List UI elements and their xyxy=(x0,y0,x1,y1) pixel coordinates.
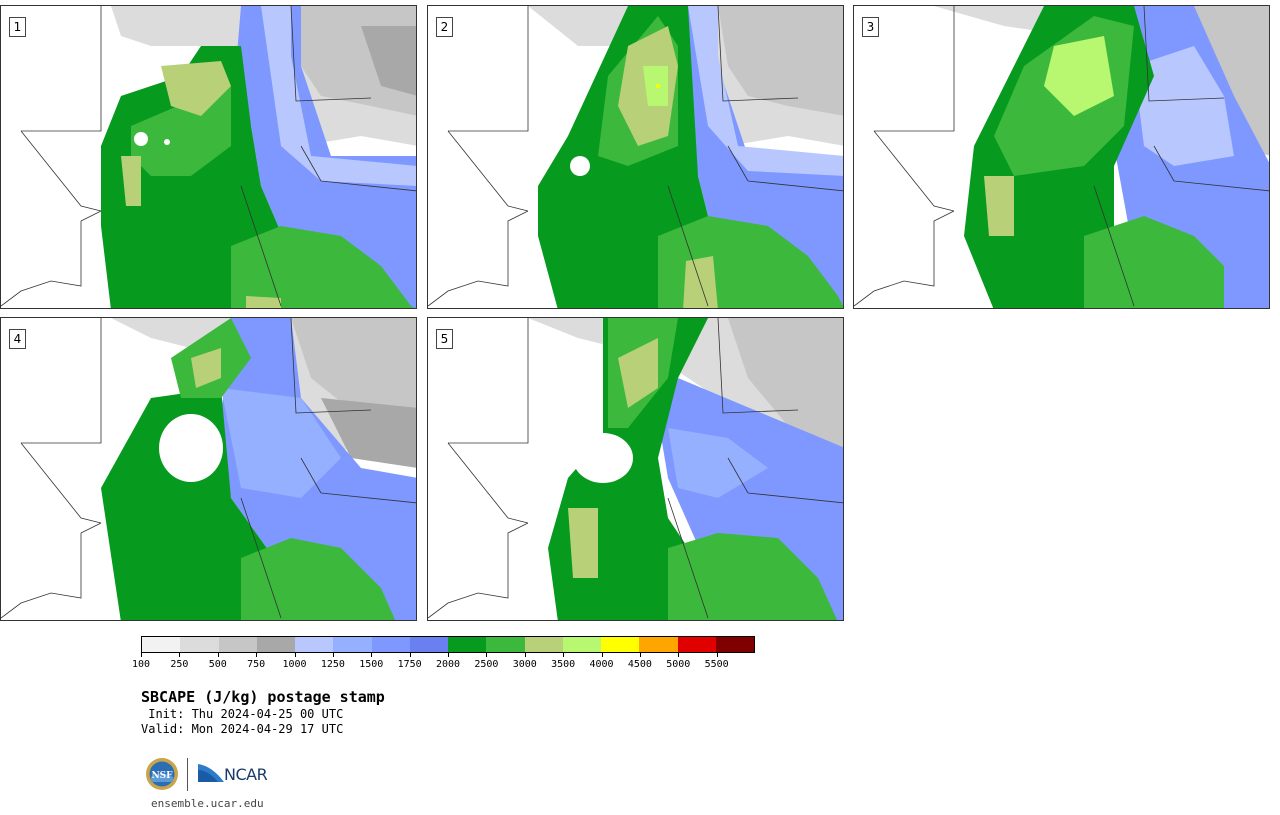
colorbar-tick xyxy=(639,653,641,657)
colorbar-tick-label: 4000 xyxy=(589,659,614,670)
colorbar-tick xyxy=(217,653,219,657)
logo-separator xyxy=(187,758,188,791)
site-url: ensemble.ucar.edu xyxy=(151,797,264,810)
colorbar-tick xyxy=(409,653,411,657)
colorbar-tick-label: 1000 xyxy=(282,659,307,670)
colorbar-swatch xyxy=(715,637,754,652)
colorbar-tick xyxy=(332,653,334,657)
colorbar-tick-label: 3500 xyxy=(551,659,576,670)
colorbar-tick-label: 5500 xyxy=(704,659,729,670)
map-panel-5: 5 xyxy=(427,317,844,621)
sbcape-map xyxy=(428,318,843,620)
panel-number: 2 xyxy=(436,17,453,37)
colorbar-tick xyxy=(486,653,488,657)
colorbar-swatch xyxy=(601,637,640,652)
sbcape-map xyxy=(1,318,416,620)
page-title: SBCAPE (J/kg) postage stamp xyxy=(141,688,385,706)
colorbar-swatch xyxy=(371,637,410,652)
colorbar-tick xyxy=(563,653,565,657)
colorbar-tick-label: 100 xyxy=(131,659,151,670)
colorbar-swatch xyxy=(639,637,678,652)
colorbar-swatch xyxy=(486,637,525,652)
map-panel-2: 2 xyxy=(427,5,844,309)
colorbar-tick xyxy=(448,653,449,657)
colorbar-swatch xyxy=(448,637,487,652)
colorbar-tick-label: 1250 xyxy=(320,659,345,670)
colorbar-swatch xyxy=(180,637,219,652)
colorbar-tick xyxy=(141,653,142,657)
map-panel-4: 4 xyxy=(0,317,417,621)
colorbar-tick xyxy=(601,653,603,657)
init-time: Init: Thu 2024-04-25 00 UTC xyxy=(141,707,344,721)
colorbar-tick-label: 4500 xyxy=(627,659,652,670)
colorbar-tick xyxy=(294,653,296,657)
nsf-logo-icon: NSF xyxy=(146,758,178,790)
sbcape-map xyxy=(854,6,1269,308)
colorbar-tick-label: 2000 xyxy=(435,659,461,670)
map-panel-3: 3 xyxy=(853,5,1270,309)
panel-number: 1 xyxy=(9,17,26,37)
colorbar-swatch xyxy=(677,637,716,652)
panel-number: 4 xyxy=(9,329,26,349)
valid-time: Valid: Mon 2024-04-29 17 UTC xyxy=(141,722,344,736)
sbcape-map xyxy=(428,6,843,308)
colorbar-tick xyxy=(716,653,718,657)
colorbar-swatch xyxy=(256,637,295,652)
colorbar xyxy=(141,636,755,653)
panel-number: 5 xyxy=(436,329,453,349)
colorbar-tick-label: 1750 xyxy=(397,659,422,670)
colorbar-tick-label: 500 xyxy=(208,659,227,670)
map-panel-1: 1 xyxy=(0,5,417,309)
colorbar-tick xyxy=(371,653,373,657)
colorbar-swatch xyxy=(409,637,448,652)
colorbar-tick-label: 3000 xyxy=(512,659,537,670)
colorbar-swatch xyxy=(295,637,334,652)
colorbar-swatch xyxy=(142,637,181,652)
panel-number: 3 xyxy=(862,17,879,37)
colorbar-swatch xyxy=(218,637,257,652)
colorbar-swatch xyxy=(524,637,563,652)
colorbar-swatch xyxy=(562,637,601,652)
colorbar-tick-label: 1500 xyxy=(359,659,384,670)
colorbar-tick xyxy=(524,653,526,657)
colorbar-tick-label: 5000 xyxy=(666,659,691,670)
nsf-logo-text: NSF xyxy=(151,771,173,781)
colorbar-swatch xyxy=(333,637,372,652)
colorbar-tick-label: 750 xyxy=(247,659,266,670)
colorbar-tick-label: 2500 xyxy=(474,659,499,670)
colorbar-tick xyxy=(179,653,181,657)
colorbar-tick xyxy=(256,653,258,657)
colorbar-tick-label: 250 xyxy=(170,659,189,670)
colorbar-tick xyxy=(678,653,680,657)
sbcape-map xyxy=(1,6,416,308)
ncar-logo-text: NCAR xyxy=(224,765,268,784)
ncar-logo-icon xyxy=(198,764,224,782)
